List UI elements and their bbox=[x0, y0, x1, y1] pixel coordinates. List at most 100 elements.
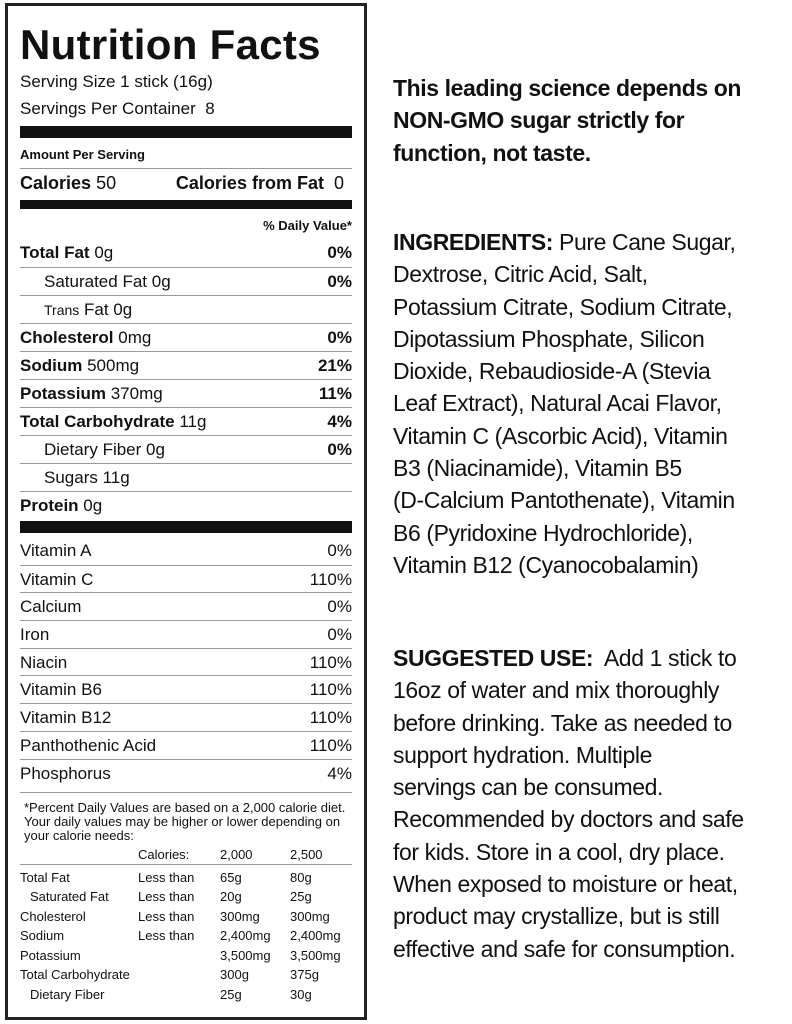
label-title: Nutrition Facts bbox=[20, 21, 321, 68]
calories-row: Calories 50 Calories from Fat 0 bbox=[20, 168, 352, 196]
nutrient-name: Protein bbox=[20, 496, 79, 515]
divider-medium bbox=[20, 200, 352, 209]
suggested_use-line-text: product may crystallize, but is still bbox=[393, 903, 720, 930]
nutrient-left: Protein 0g bbox=[20, 492, 102, 519]
nutrient-daily-value: 0% bbox=[327, 272, 352, 291]
footnote-cell: Dietary Fiber bbox=[30, 986, 105, 1002]
vitamin-name: Phosphorus bbox=[20, 763, 111, 783]
nutrient-amount: 11g bbox=[179, 412, 207, 431]
vitamin-name: Vitamin C bbox=[20, 569, 94, 589]
vitamin-row: Vitamin B12 110% bbox=[20, 703, 352, 731]
footnote-cell: Total Fat bbox=[20, 869, 70, 885]
footnote-cell: 30g bbox=[290, 986, 312, 1002]
vitamin-daily-value: 4% bbox=[327, 763, 352, 783]
intro-line-text: This leading science depends on bbox=[393, 75, 742, 101]
nutrient-row: Cholesterol 0mg 0% bbox=[20, 323, 352, 351]
nutrient-amount: 11g bbox=[102, 468, 130, 487]
ingredients-line: Potassium Citrate, Sodium Citrate, bbox=[393, 291, 788, 323]
footnote-cell: Potassium bbox=[20, 947, 81, 963]
nutrient-row: Sodium 500mg 21% bbox=[20, 351, 352, 379]
vitamin-row: Panthothenic Acid 110% bbox=[20, 730, 352, 759]
nutrient-amount: 500mg bbox=[87, 356, 140, 375]
calories-label: Calories bbox=[20, 173, 92, 193]
intro-line-text: function, not taste. bbox=[393, 139, 591, 166]
nutrient-daily-value: 0% bbox=[327, 328, 352, 347]
ingredients-line: B3 (Niacinamide), Vitamin B5 bbox=[393, 452, 788, 484]
suggested_use-heading: SUGGESTED USE: bbox=[393, 645, 594, 671]
suggested_use-line-text: support hydration. Multiple bbox=[393, 741, 652, 768]
footnote-cell: 20g bbox=[220, 889, 242, 905]
suggested_use-line: SUGGESTED USE: Add 1 stick to bbox=[393, 642, 788, 674]
footnote-cell bbox=[138, 965, 220, 985]
vitamin-row: Iron 0% bbox=[20, 620, 352, 648]
nutrient-daily-value: 4% bbox=[327, 412, 352, 431]
nutrient-left: Sodium 500mg bbox=[20, 352, 139, 379]
ingredients-line: Leaf Extract), Natural Acai Flavor, bbox=[393, 387, 788, 419]
ingredients-line-text: Vitamin C (Ascorbic Acid), Vitamin bbox=[393, 422, 728, 449]
footnote-cell: 300mg bbox=[290, 908, 330, 924]
ingredients-text: INGREDIENTS: Pure Cane Sugar, Dextrose, C… bbox=[393, 226, 788, 581]
vitamin-name: Niacin bbox=[20, 652, 68, 672]
divider-thick bbox=[20, 126, 352, 138]
nutrient-name: Total Carbohydrate bbox=[20, 412, 175, 431]
nutrient-name: Trans bbox=[44, 302, 80, 318]
nutrient-amount: 0g bbox=[94, 243, 114, 262]
footnote-table-row: Potassium 3,500mg 3,500mg bbox=[20, 946, 352, 966]
intro-line: NON-GMO sugar strictly for bbox=[393, 104, 788, 136]
ingredients-line: B6 (Pyridoxine Hydrochloride), bbox=[393, 517, 788, 549]
footnote-cell: Less than bbox=[138, 869, 195, 885]
vitamin-daily-value: 110% bbox=[309, 708, 352, 728]
footnote-cell: Sodium bbox=[20, 928, 65, 944]
nutrient-amount: 0g bbox=[83, 496, 103, 515]
nutrient-name: Dietary Fiber bbox=[44, 440, 142, 459]
nutrition-facts-label: Nutrition Facts Serving Size 1 stick (16… bbox=[5, 3, 367, 1020]
ingredients-line: Vitamin C (Ascorbic Acid), Vitamin bbox=[393, 420, 788, 452]
footnote-cell: Less than bbox=[138, 889, 195, 905]
nutrient-daily-value: 0% bbox=[327, 243, 352, 262]
vitamin-row: Vitamin A 0% bbox=[20, 537, 352, 565]
footnote-cell: Less than bbox=[138, 928, 195, 944]
vitamin-daily-value: 110% bbox=[309, 680, 352, 700]
footnote-cell: 2,400mg bbox=[290, 928, 341, 944]
ingredients-line: Dextrose, Citric Acid, Salt, bbox=[393, 258, 788, 290]
nutrient-name: Potassium bbox=[20, 384, 106, 403]
footnote-table-row: Cholesterol Less than 300mg 300mg bbox=[20, 907, 352, 927]
intro-line: function, not taste. bbox=[393, 137, 788, 169]
nutrient-row: Sugars 11g bbox=[20, 463, 352, 491]
footnote-cell: 25g bbox=[220, 986, 242, 1002]
suggested_use-line-text: servings can be consumed. bbox=[393, 774, 663, 801]
nutrient-amount: 0mg bbox=[118, 328, 152, 347]
vitamin-name: Vitamin B12 bbox=[20, 708, 112, 728]
nutrient-left: Trans Fat 0g bbox=[20, 296, 132, 323]
suggested_use-line: When exposed to moisture or heat, bbox=[393, 868, 788, 900]
ingredients-line-text: (D-Calcium Pantothenate), Vitamin bbox=[393, 487, 735, 514]
amount-per-serving: Amount Per Serving bbox=[20, 147, 145, 162]
ingredients-line-text: Dioxide, Rebaudioside-A (Stevia bbox=[393, 358, 711, 385]
footnote-table-row: Dietary Fiber 25g 30g bbox=[20, 985, 352, 1005]
ingredients-line: Dioxide, Rebaudioside-A (Stevia bbox=[393, 355, 788, 387]
calories-fat-value: 0 bbox=[333, 173, 344, 193]
footnote-header-cell bbox=[20, 845, 138, 865]
vitamin-daily-value: 110% bbox=[309, 569, 352, 589]
calories-value: 50 bbox=[96, 173, 117, 193]
ingredients-line-text: Potassium Citrate, Sodium Citrate, bbox=[393, 293, 733, 320]
vitamin-row: Vitamin C 110% bbox=[20, 564, 352, 593]
suggested_use-line: Recommended by doctors and safe bbox=[393, 803, 788, 835]
nutrient-amount: 0g bbox=[146, 440, 165, 459]
nutrient-row: Total Carbohydrate 11g 4% bbox=[20, 407, 352, 435]
suggested_use-line-text: When exposed to moisture or heat, bbox=[393, 871, 738, 898]
ingredients-line-text: Vitamin B12 (Cyanocobalamin) bbox=[393, 551, 699, 578]
suggested_use-line: for kids. Store in a cool, dry place. bbox=[393, 836, 788, 868]
suggested_use-line: product may crystallize, but is still bbox=[393, 900, 788, 932]
nutrient-name: Sodium bbox=[20, 356, 83, 375]
footnote-cell: 375g bbox=[290, 967, 319, 983]
nutrient-left: Potassium 370mg bbox=[20, 380, 163, 407]
nutrient-row: Protein 0g bbox=[20, 491, 352, 519]
footnote-cell: 2,400mg bbox=[220, 928, 271, 944]
ingredients-line-text: Pure Cane Sugar, bbox=[553, 229, 736, 255]
suggested_use-line-text: 16oz of water and mix thoroughly bbox=[393, 677, 720, 704]
footnote-cell: 3,500mg bbox=[290, 947, 341, 963]
footnote-table-row: Total Fat Less than 65g 80g bbox=[20, 868, 352, 888]
footnote-table-row: Total Carbohydrate 300g 375g bbox=[20, 965, 352, 985]
footnote-table: Calories: 2,000 2,500 Total Fat Less than 65g… bbox=[20, 845, 352, 1004]
